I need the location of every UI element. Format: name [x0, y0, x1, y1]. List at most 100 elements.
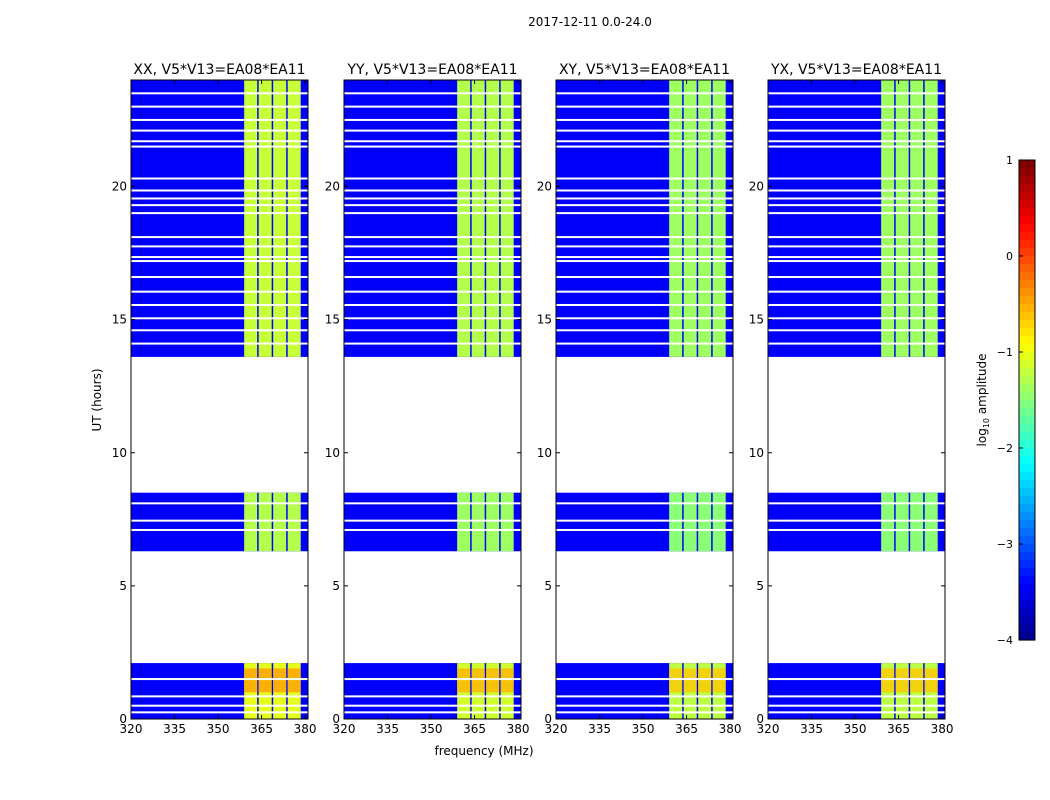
flagged-row [768, 245, 945, 248]
flagged-row [768, 528, 945, 531]
rfi-column [244, 80, 258, 357]
flagged-row [131, 528, 308, 531]
colorbar-segment [1019, 320, 1035, 329]
rfi-burst [881, 668, 895, 693]
flagged-row [344, 177, 521, 180]
rfi-column [881, 80, 895, 357]
colorbar-segment [1019, 296, 1035, 305]
colorbar-segment [1019, 488, 1035, 497]
y-tick-label: 0 [332, 712, 340, 726]
flagged-row [768, 678, 945, 681]
colorbar-label-prefix: log [975, 428, 989, 446]
flagged-row [131, 212, 308, 215]
flagged-row [344, 695, 521, 698]
colorbar-segment [1019, 208, 1035, 217]
rfi-column [287, 80, 301, 357]
flagged-row [131, 189, 308, 192]
flagged-row [768, 197, 945, 200]
flagged-row [344, 290, 521, 293]
colorbar-segment [1019, 432, 1035, 441]
rfi-burst [457, 668, 471, 693]
colorbar-segment [1019, 440, 1035, 449]
colorbar-segment [1019, 496, 1035, 505]
colorbar-segment [1019, 528, 1035, 537]
colorbar-segment [1019, 248, 1035, 257]
flagged-row [768, 212, 945, 215]
flagged-row [344, 92, 521, 95]
colorbar-segment [1019, 344, 1035, 353]
rfi-column [910, 492, 924, 552]
x-tick-label: 335 [163, 722, 186, 736]
flagged-row [131, 711, 308, 714]
colorbar-tick-label: −4 [997, 634, 1013, 647]
colorbar-segment [1019, 616, 1035, 625]
x-tick-label: 335 [800, 722, 823, 736]
rfi-burst [486, 668, 500, 693]
flagged-row [768, 290, 945, 293]
x-tick-label: 380 [931, 722, 954, 736]
colorbar-segment [1019, 520, 1035, 529]
colorbar-segment [1019, 560, 1035, 569]
axes-frame [343, 79, 522, 720]
flagged-row [768, 140, 945, 143]
flagged-row [344, 329, 521, 332]
rfi-column [910, 80, 924, 357]
panel-xy: XY, V5*V13=EA08*EA11 320 335 350 365 380 0 5 10 1… [537, 62, 742, 736]
rfi-column [669, 80, 683, 357]
flagged-row [344, 678, 521, 681]
figure-title: 2017-12-11 0.0-24.0 [528, 15, 652, 29]
flagged-row [556, 528, 733, 531]
flagged-row [344, 704, 521, 707]
colorbar-tick-label: 1 [1006, 154, 1013, 167]
flagged-row [768, 145, 945, 148]
flagged-row [344, 197, 521, 200]
rfi-column [895, 80, 909, 357]
colorbar-segment [1019, 480, 1035, 489]
flagged-row [556, 502, 733, 505]
flagged-row [556, 245, 733, 248]
flagged-row [131, 678, 308, 681]
colorbar-segment [1019, 352, 1035, 361]
colorbar-segment [1019, 328, 1035, 337]
colorbar-segment [1019, 464, 1035, 473]
rfi-column [924, 492, 938, 552]
flagged-row [556, 290, 733, 293]
colorbar-segment [1019, 312, 1035, 321]
rfi-column [881, 492, 895, 552]
flagged-row [344, 204, 521, 207]
panel-yx: YX, V5*V13=EA08*EA11 320 335 350 365 380 0 5 10 1… [749, 62, 954, 736]
y-tick-label: 15 [537, 313, 552, 327]
flagged-row [131, 260, 308, 263]
flagged-row [556, 129, 733, 132]
x-tick-label: 365 [250, 722, 273, 736]
flagged-row [131, 502, 308, 505]
axes-frame [767, 79, 946, 720]
flagged-row [768, 129, 945, 132]
flagged-row [556, 519, 733, 522]
rfi-burst [287, 668, 301, 693]
colorbar-segment [1019, 624, 1035, 633]
flagged-row [556, 303, 733, 306]
flagged-row [556, 711, 733, 714]
flagged-row [556, 204, 733, 207]
panel-title: XY, V5*V13=EA08*EA11 [559, 62, 730, 78]
x-tick-label: 320 [333, 722, 356, 736]
flagged-row [768, 204, 945, 207]
flagged-row [768, 502, 945, 505]
rfi-column [500, 80, 514, 357]
colorbar-segment [1019, 632, 1035, 641]
flagged-row [556, 317, 733, 320]
y-tick-label: 20 [325, 180, 340, 194]
rfi-column [457, 492, 471, 552]
flagged-row [344, 212, 521, 215]
flagged-row [344, 317, 521, 320]
colorbar-label-sub: 10 [982, 418, 991, 428]
x-tick-label: 320 [757, 722, 780, 736]
colorbar-segment [1019, 416, 1035, 425]
colorbar-segment [1019, 576, 1035, 585]
rfi-burst [683, 668, 697, 693]
y-tick-label: 15 [325, 313, 340, 327]
y-tick-label: 10 [325, 446, 340, 460]
rfi-column [486, 492, 500, 552]
